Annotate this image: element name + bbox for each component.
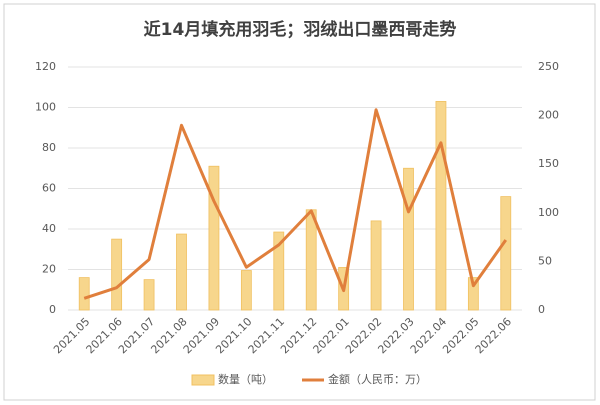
- y-tick-label: 60: [42, 182, 56, 195]
- bar: [305, 209, 317, 311]
- y-tick-label: 20: [42, 263, 56, 276]
- y2-tick-label: 100: [538, 206, 559, 219]
- bar: [500, 196, 512, 311]
- bar: [273, 231, 285, 311]
- y2-tick-label: 250: [538, 60, 559, 73]
- legend-label: 金额（人民币：万）: [328, 372, 427, 386]
- y2-tick-label: 0: [538, 303, 545, 316]
- legend-swatch: [191, 374, 215, 386]
- bar: [467, 277, 479, 311]
- y-tick-label: 40: [42, 222, 56, 235]
- chart-title: 近14月填充用羽毛；羽绒出口墨西哥走势: [144, 19, 457, 40]
- y-tick-label: 100: [35, 101, 56, 114]
- bar: [240, 270, 252, 311]
- line: [83, 108, 508, 300]
- bar: [111, 238, 123, 311]
- legend-label: 数量（吨）: [218, 373, 273, 386]
- chart-frame: [3, 3, 596, 401]
- bar: [78, 277, 90, 311]
- bar: [370, 220, 382, 311]
- bar: [143, 279, 155, 311]
- bar: [208, 165, 220, 311]
- y2-tick-label: 200: [538, 109, 559, 122]
- bar: [176, 233, 187, 311]
- y-tick-label: 0: [49, 303, 56, 316]
- y-tick-label: 120: [35, 60, 56, 73]
- y2-tick-label: 150: [538, 157, 559, 170]
- y2-tick-label: 50: [538, 254, 552, 267]
- bar: [435, 101, 447, 311]
- y-tick-label: 80: [42, 141, 56, 154]
- bar: [403, 167, 414, 311]
